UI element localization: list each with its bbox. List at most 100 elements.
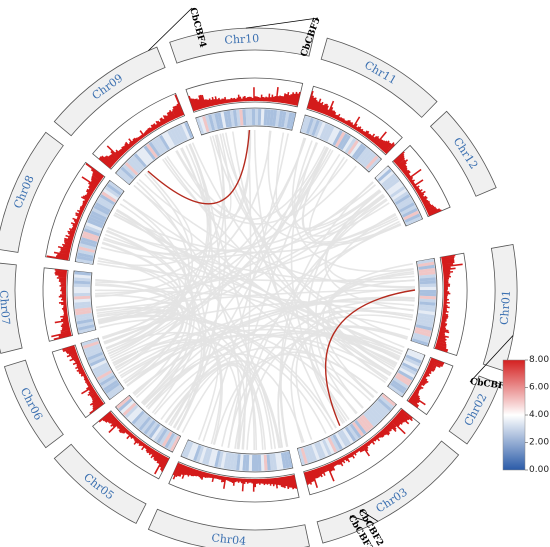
heatmap-cell bbox=[402, 362, 418, 373]
heatmap-cell bbox=[394, 194, 411, 206]
heatmap-cell bbox=[393, 191, 409, 203]
gene-density-histogram bbox=[188, 87, 301, 112]
heatmap-cell bbox=[303, 116, 311, 134]
background-link bbox=[104, 229, 182, 345]
heatmap-cell bbox=[305, 117, 314, 134]
background-link bbox=[116, 143, 212, 372]
background-link bbox=[164, 157, 397, 367]
heatmap-cell bbox=[124, 404, 139, 418]
background-link bbox=[96, 289, 416, 312]
chromosome-chr07: Chr07 bbox=[0, 262, 97, 354]
heatmap-cell bbox=[363, 153, 377, 168]
gene-marker-line bbox=[245, 17, 319, 29]
heatmap-cell bbox=[363, 412, 377, 427]
heatmap-cell bbox=[324, 125, 335, 142]
heatmap-cell bbox=[413, 332, 430, 340]
heatmap-cell bbox=[329, 128, 340, 145]
heatmap-cell bbox=[358, 149, 372, 164]
heatmap-cell bbox=[74, 274, 91, 279]
heatmap-cell bbox=[412, 335, 429, 343]
background-link bbox=[119, 328, 398, 377]
heatmap-cell bbox=[175, 125, 186, 142]
heatmap-cell bbox=[375, 166, 390, 180]
heatmap-cell bbox=[74, 304, 91, 309]
histogram-box bbox=[92, 92, 186, 170]
heatmap-cell bbox=[122, 402, 137, 416]
heatmap-cell bbox=[316, 441, 326, 458]
heatmap-cell bbox=[300, 116, 308, 133]
background-link bbox=[124, 333, 391, 384]
heatmap-cell bbox=[164, 131, 176, 148]
heatmap-cell bbox=[356, 147, 369, 162]
heatmap-cell bbox=[184, 122, 194, 139]
heatmap-cell bbox=[86, 222, 103, 231]
gene-marker-line bbox=[349, 515, 375, 524]
heatmap-cell bbox=[347, 425, 359, 441]
heatmap-cell bbox=[143, 145, 156, 160]
heatmap-cell bbox=[399, 367, 415, 378]
heatmap-cell bbox=[184, 441, 194, 458]
heatmap-cell bbox=[245, 454, 250, 471]
heatmap-cell bbox=[96, 369, 113, 381]
heatmap-cell bbox=[104, 186, 120, 198]
heatmap-cell bbox=[381, 173, 396, 187]
heatmap-cell bbox=[260, 454, 265, 471]
heatmap-cell bbox=[170, 128, 181, 145]
heatmap-cell bbox=[138, 416, 152, 431]
heatmap-cell bbox=[181, 123, 191, 140]
heatmap-cell bbox=[167, 130, 178, 146]
heatmap-cell bbox=[133, 153, 147, 168]
heatmap-cell bbox=[232, 453, 238, 471]
heatmap-cell bbox=[82, 231, 99, 240]
background-link bbox=[277, 307, 414, 448]
gene-marker-line bbox=[359, 509, 379, 522]
background-link bbox=[102, 241, 189, 396]
heatmap-cell bbox=[101, 191, 117, 203]
heatmap-cell bbox=[127, 406, 141, 421]
heatmap-cell bbox=[417, 258, 434, 265]
heatmap-cell bbox=[311, 119, 320, 136]
heatmap-cell bbox=[214, 112, 221, 130]
heatmap-cell bbox=[419, 295, 436, 300]
heatmap-cell bbox=[187, 442, 196, 459]
heatmap-cell bbox=[86, 349, 103, 358]
heatmap-cell bbox=[84, 346, 101, 355]
heatmap-cell bbox=[76, 318, 94, 325]
heatmap-cell bbox=[74, 271, 91, 276]
heatmap-cell bbox=[405, 354, 422, 364]
heatmap-cell bbox=[103, 379, 119, 392]
heatmap-cell bbox=[101, 377, 117, 389]
heatmap-cell bbox=[74, 292, 91, 297]
heatmap-cell bbox=[248, 109, 253, 126]
heatmap-cell bbox=[255, 454, 259, 471]
colorbar-tick-label: 8.00 bbox=[529, 355, 549, 365]
heatmap-cell bbox=[217, 112, 224, 129]
heatmap-cell bbox=[217, 451, 224, 468]
heatmap-cell bbox=[316, 122, 326, 139]
heatmap-cell bbox=[98, 196, 114, 208]
heatmap-cell bbox=[148, 141, 161, 157]
heatmap-cell bbox=[76, 315, 93, 322]
heatmap-cell bbox=[327, 437, 338, 453]
heatmap-cell bbox=[156, 428, 168, 444]
heatmap-cell bbox=[351, 143, 364, 159]
heatmap-cell bbox=[88, 354, 105, 364]
heatmap-cell bbox=[342, 136, 354, 152]
background-link bbox=[106, 181, 190, 350]
heatmap-cell bbox=[308, 118, 317, 135]
heatmap-cell bbox=[369, 406, 383, 421]
gene-density-histogram bbox=[303, 408, 413, 489]
heatmap-cell bbox=[223, 111, 230, 128]
gene-marker-line bbox=[148, 7, 193, 51]
heatmap-cell bbox=[172, 127, 183, 143]
gene-density-histogram bbox=[98, 411, 170, 475]
heatmap-cell bbox=[103, 188, 119, 201]
heatmap-cell bbox=[311, 444, 320, 461]
heatmap-cell bbox=[277, 452, 284, 470]
heatmap-cell bbox=[272, 453, 278, 471]
heatmap-cell bbox=[159, 134, 171, 151]
colorbar-tick-label: 2.00 bbox=[529, 438, 549, 448]
background-link bbox=[95, 130, 272, 298]
gene-density-histogram bbox=[393, 151, 442, 217]
heatmap-cell bbox=[349, 423, 362, 439]
